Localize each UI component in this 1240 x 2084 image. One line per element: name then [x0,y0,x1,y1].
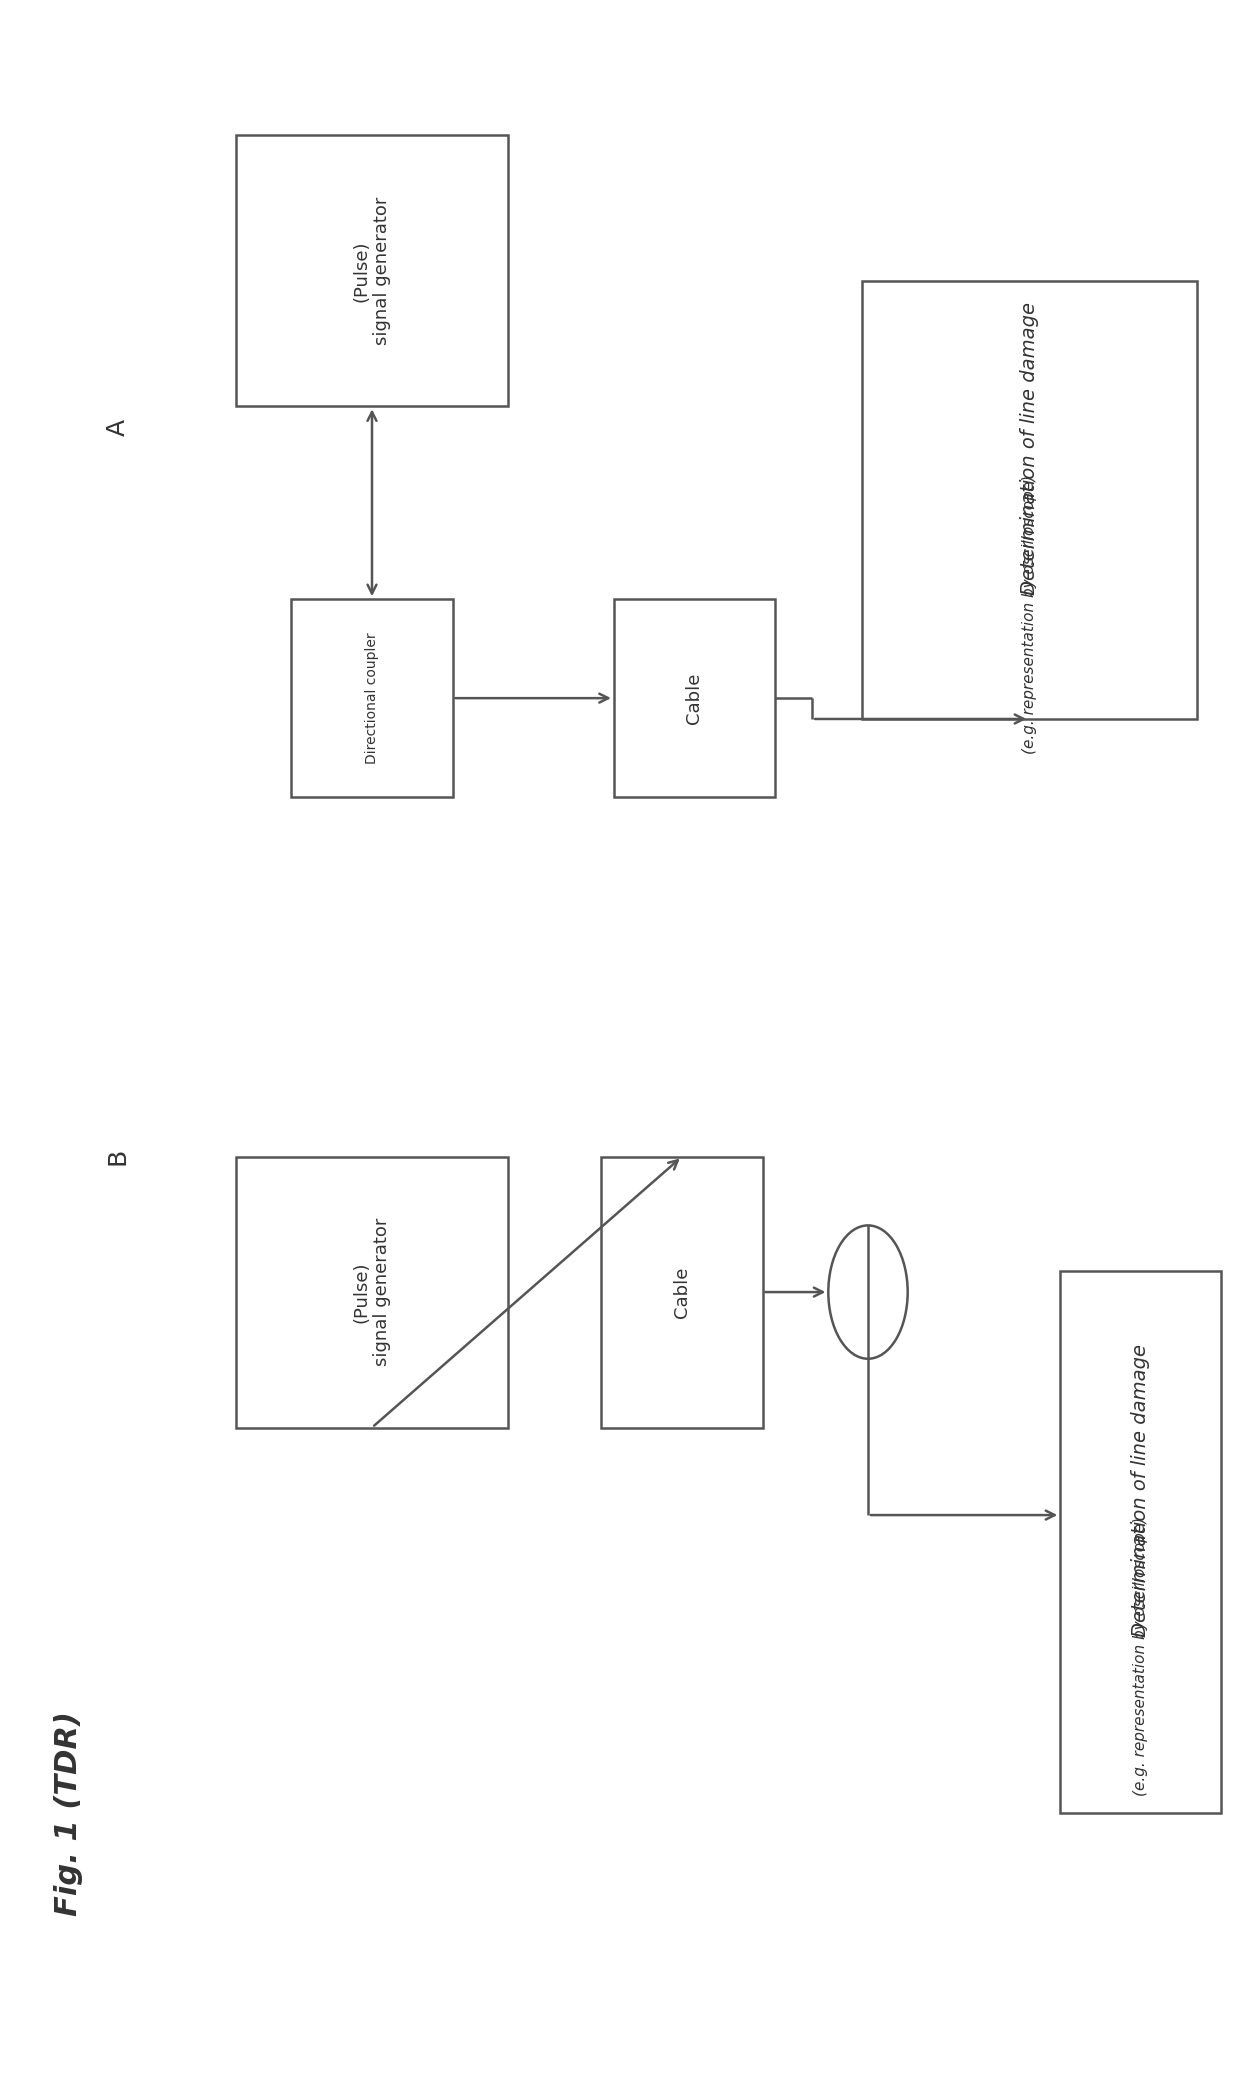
Text: B: B [105,1148,130,1165]
Text: (e.g. representation by oscilloscope): (e.g. representation by oscilloscope) [1133,1517,1148,1796]
Text: A: A [105,419,130,436]
Text: Directional coupler: Directional coupler [365,631,379,765]
Text: Cable: Cable [673,1267,691,1317]
FancyBboxPatch shape [862,281,1197,719]
FancyBboxPatch shape [601,1157,763,1428]
FancyBboxPatch shape [236,135,508,406]
FancyBboxPatch shape [236,1157,508,1428]
FancyBboxPatch shape [614,600,775,796]
Text: Determination of line damage: Determination of line damage [1019,302,1039,594]
Circle shape [828,1225,908,1359]
Text: Fig. 1 (TDR): Fig. 1 (TDR) [53,1711,83,1915]
Text: (e.g. representation by oscilloscope): (e.g. representation by oscilloscope) [1022,475,1037,754]
Text: Determination of line damage: Determination of line damage [1131,1344,1151,1636]
FancyBboxPatch shape [1060,1271,1221,1813]
FancyBboxPatch shape [291,600,453,796]
Text: (Pulse)
signal generator: (Pulse) signal generator [352,1217,392,1367]
Text: Cable: Cable [686,673,703,723]
Text: (Pulse)
signal generator: (Pulse) signal generator [352,196,392,346]
